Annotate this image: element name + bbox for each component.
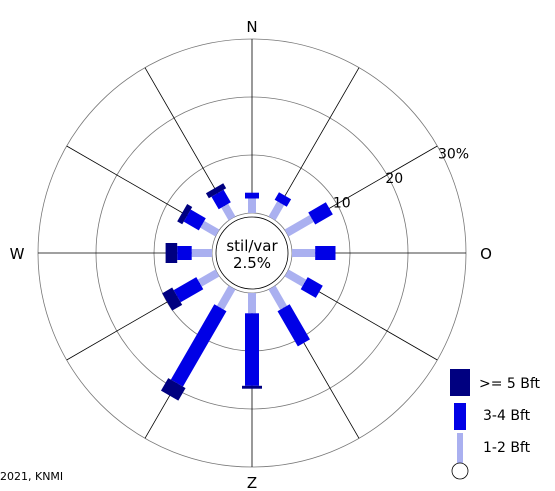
calm-label: stil/var <box>226 237 278 255</box>
bar-300-bft34 <box>183 209 206 231</box>
bar-150-bft12 <box>268 285 288 310</box>
bar-30-bft12 <box>268 201 285 221</box>
bar-330-bft34 <box>211 189 231 210</box>
bar-120-bft12 <box>284 269 307 287</box>
calm-value: 2.5% <box>233 254 271 272</box>
bar-0-bft34 <box>245 192 259 199</box>
legend-label-12bft: 1-2 Bft <box>483 440 531 456</box>
compass-north: N <box>246 18 257 36</box>
legend-swatch-12bft <box>457 433 463 463</box>
legend-label-5bft: >= 5 Bft <box>479 376 541 392</box>
bar-270-bft5 <box>165 243 178 263</box>
spoke-30 <box>271 67 360 219</box>
bar-210-bft12 <box>216 285 236 310</box>
bar-300-bft5 <box>177 204 193 225</box>
bar-90-bft34 <box>315 246 336 260</box>
bar-90-bft12 <box>292 249 316 257</box>
legend-swatch-34bft <box>454 403 466 430</box>
legend: >= 5 Bft 3-4 Bft 1-2 Bft <box>450 369 541 480</box>
bar-210-bft34 <box>170 304 227 387</box>
compass-west: W <box>10 245 25 263</box>
bar-150-bft34 <box>277 304 310 347</box>
bar-180-bft5 <box>242 385 262 389</box>
ring-label-10: 10 <box>333 196 351 212</box>
bar-210-bft5 <box>160 378 186 401</box>
legend-label-34bft: 3-4 Bft <box>483 408 531 424</box>
legend-calm-circle <box>451 462 469 480</box>
wind-bars <box>160 183 336 401</box>
ring-label-20: 20 <box>385 171 403 187</box>
bar-240-bft5 <box>162 287 183 311</box>
bar-270-bft34 <box>177 246 192 260</box>
bar-60-bft34 <box>308 202 333 225</box>
bar-300-bft12 <box>200 220 220 237</box>
credit-text: 2021, KNMI <box>0 470 63 483</box>
bar-330-bft5 <box>205 183 227 199</box>
bar-330-bft12 <box>221 203 236 221</box>
bar-270-bft12 <box>191 249 212 257</box>
legend-swatch-5bft <box>450 369 470 396</box>
calm-circle <box>215 216 289 290</box>
compass-south: Z <box>247 474 257 491</box>
compass-east: O <box>480 245 492 263</box>
bar-180-bft12 <box>248 293 256 314</box>
bar-30-bft34 <box>274 192 292 207</box>
bar-240-bft34 <box>173 277 204 303</box>
bar-240-bft12 <box>197 269 220 287</box>
bar-60-bft12 <box>284 215 314 237</box>
ring-label-30: 30% <box>438 147 469 163</box>
bar-0-bft12 <box>248 198 256 213</box>
bar-180-bft34 <box>245 313 259 386</box>
bar-120-bft34 <box>300 277 323 298</box>
